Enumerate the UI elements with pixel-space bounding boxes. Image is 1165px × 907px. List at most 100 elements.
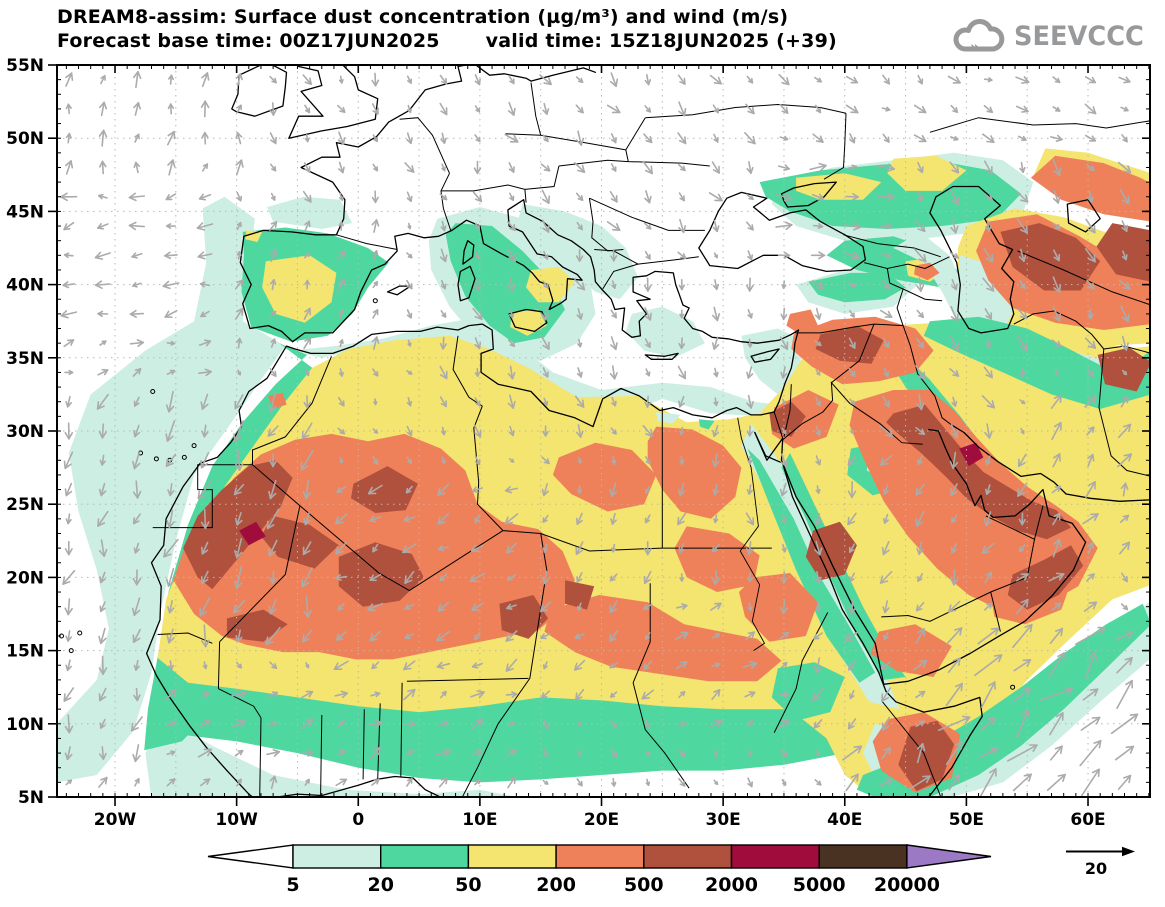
wind-arrow <box>336 749 347 757</box>
wind-arrow <box>541 690 551 699</box>
wind-arrow <box>65 779 73 786</box>
island-outline <box>1066 199 1101 233</box>
wind-arrow <box>711 689 721 701</box>
wind-arrow <box>1087 190 1094 203</box>
chart-subtitle: Forecast base time: 00Z17JUN2025 valid ti… <box>57 29 837 53</box>
wind-arrow <box>369 746 381 760</box>
wind-arrow <box>406 252 413 259</box>
country-border <box>530 82 542 136</box>
wind-arrow <box>337 720 346 728</box>
country-border <box>881 539 1035 622</box>
wind-arrow <box>1006 744 1038 762</box>
country-border <box>157 632 213 644</box>
wind-arrow <box>303 394 311 409</box>
wind-arrow <box>508 192 515 201</box>
wind-arrow <box>1085 480 1096 499</box>
wind-arrow <box>63 252 74 259</box>
wind-arrow <box>1080 716 1101 731</box>
wind-arrow <box>881 540 890 556</box>
wind-arrow <box>917 191 924 202</box>
wind-arrow <box>438 777 448 788</box>
wind-arrow <box>335 778 348 787</box>
y-tick-label: 10N <box>6 715 44 735</box>
wind-arrow <box>268 479 277 500</box>
wind-arrow <box>777 251 791 259</box>
wind-arrow <box>165 420 176 442</box>
wind-arrow <box>1086 573 1095 582</box>
wind-arrow <box>1051 421 1062 441</box>
wind-arrow <box>745 103 755 115</box>
wind-arrow <box>879 778 893 787</box>
wind-arrow <box>404 570 415 584</box>
wind-arrow <box>745 221 754 231</box>
wind-arrow <box>440 132 447 144</box>
wind-arrow <box>437 720 449 727</box>
wind-arrow <box>950 305 959 322</box>
wind-arrow <box>882 279 891 290</box>
wind-arrow <box>199 596 211 617</box>
wind-arrow <box>267 425 279 437</box>
wind-arrow <box>133 659 140 671</box>
wind-arrow <box>166 778 176 787</box>
wind-arrow <box>133 161 141 174</box>
wind-arrow <box>574 395 585 408</box>
wind-arrow <box>815 602 821 612</box>
country-border <box>602 263 639 290</box>
wind-arrow <box>916 541 924 555</box>
wind-arrow <box>982 277 995 292</box>
wind-arrow <box>131 252 143 259</box>
wind-arrow <box>473 424 482 438</box>
wind-arrow <box>439 193 448 201</box>
wind-arrow <box>236 337 243 349</box>
wind-arrow <box>65 132 72 144</box>
wind-arrow <box>713 397 719 407</box>
wind-arrow <box>200 570 209 585</box>
wind-arrow <box>474 514 481 524</box>
wind-arrow <box>64 422 74 440</box>
wind-arrow <box>168 660 174 671</box>
wind-arrow <box>63 687 75 702</box>
wind-arrow <box>814 779 822 786</box>
wind-arrow <box>575 130 585 146</box>
y-tick-label: 40N <box>6 276 44 296</box>
wind-arrow <box>643 133 653 144</box>
wind-arrow <box>60 310 78 319</box>
wind-arrow <box>268 691 278 698</box>
coastline <box>288 65 379 139</box>
wind-arrow <box>983 160 993 175</box>
wind-arrow <box>744 132 756 145</box>
wind-arrow <box>574 633 585 640</box>
wind-arrow <box>474 105 481 113</box>
wind-arrow <box>269 102 277 116</box>
wind-arrow <box>781 398 787 405</box>
wind-arrow <box>1115 630 1134 641</box>
wind-arrow <box>609 600 618 614</box>
y-tick-label: 15N <box>6 642 44 662</box>
wind-arrow <box>405 750 414 757</box>
wind-arrow <box>1016 218 1028 234</box>
wind-arrow <box>610 336 618 351</box>
wind-arrow <box>505 542 518 554</box>
wind-arrow <box>168 74 174 85</box>
wind-arrow <box>541 219 550 233</box>
wind-arrow <box>1051 602 1062 611</box>
wind-arrow <box>916 277 925 292</box>
wind-arrow <box>167 103 175 115</box>
wind-arrow-layer <box>60 71 1139 797</box>
wind-arrow <box>848 337 856 349</box>
wind-arrow <box>881 106 891 112</box>
wind-arrow <box>304 134 310 143</box>
wind-arrow <box>813 76 823 83</box>
wind-arrow <box>644 514 651 524</box>
wind-arrow <box>403 660 416 671</box>
wind-arrow <box>65 160 74 175</box>
wind-arrow <box>440 279 447 290</box>
wind-arrow <box>236 221 242 231</box>
wind-arrow <box>981 542 995 554</box>
wind-arrow <box>98 746 107 761</box>
wind-arrow <box>1116 656 1133 674</box>
wind-arrow <box>337 131 346 145</box>
wind-arrow <box>201 541 209 555</box>
dust-region-200 <box>647 426 742 519</box>
wind-arrow <box>65 630 72 642</box>
